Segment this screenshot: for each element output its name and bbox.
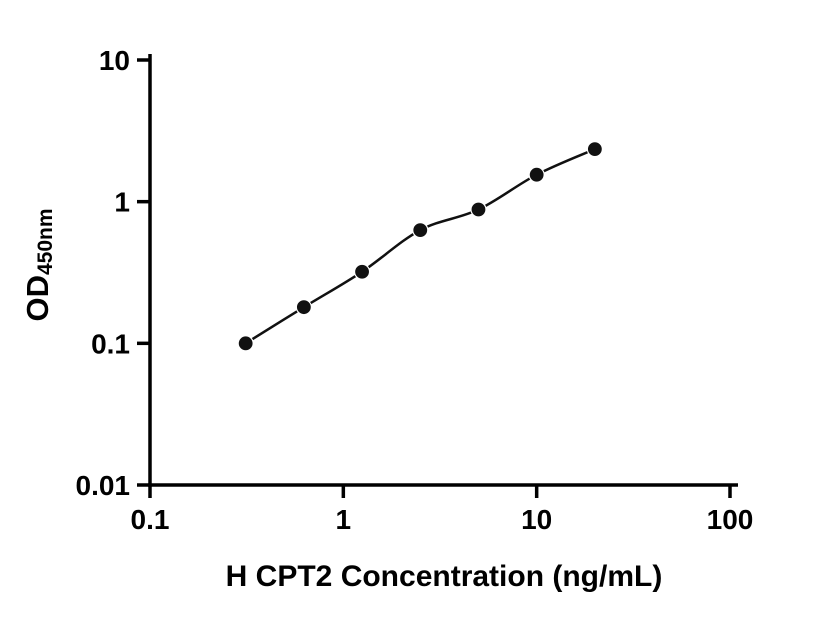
- x-tick-label: 100: [707, 504, 754, 535]
- data-point: [237, 335, 254, 352]
- data-point: [470, 201, 487, 218]
- y-tick-label: 0.1: [91, 328, 130, 359]
- data-point: [586, 140, 603, 158]
- y-axis-title-main: OD: [20, 275, 55, 322]
- data-point: [528, 166, 545, 183]
- data-point: [295, 299, 312, 316]
- y-tick-label: 1: [114, 187, 130, 218]
- x-axis-title: H CPT2 Concentration (ng/mL): [226, 560, 663, 593]
- data-point: [412, 221, 429, 239]
- x-tick-label: 10: [521, 504, 552, 535]
- y-axis-title-subscript: 450nm: [34, 208, 57, 275]
- y-tick-label: 0.01: [76, 470, 131, 501]
- y-axis-title: OD450nm: [20, 208, 57, 321]
- x-tick-label: 1: [336, 504, 352, 535]
- data-point: [353, 263, 371, 280]
- x-tick-label: 0.1: [131, 504, 170, 535]
- y-tick-label: 10: [99, 45, 130, 76]
